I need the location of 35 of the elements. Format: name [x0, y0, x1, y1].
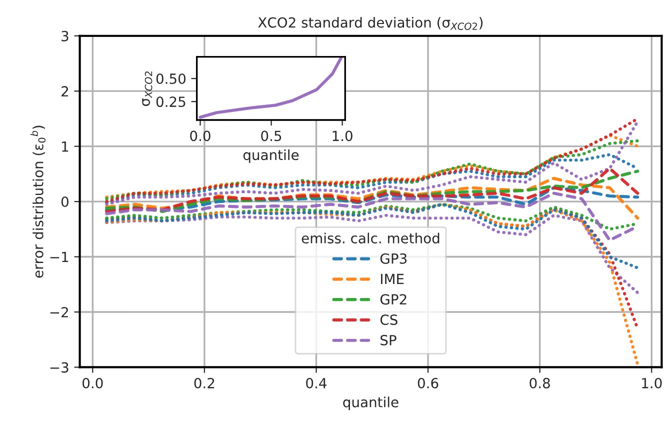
line-series [105, 214, 640, 294]
line-series [105, 202, 640, 270]
legend-label: CS [380, 314, 398, 326]
x-tick-label: 0.4 [306, 378, 327, 388]
x-tick-label: 0.6 [418, 378, 438, 388]
x-tick-label: 1.0 [332, 130, 352, 142]
y-tick-label: 1 [62, 141, 68, 152]
y-tick-label: 0.25 [156, 96, 186, 108]
x-tick-label: 1.0 [642, 378, 662, 388]
line-series [198, 56, 342, 119]
y-tick-label: −2 [50, 306, 68, 318]
y-axis-title: σ$_{XCO2}$ [142, 71, 152, 106]
x-tick-label: 0.0 [82, 378, 103, 388]
x-axis-title: quantile [343, 396, 398, 410]
y-tick-label: −3 [50, 362, 68, 373]
chart-title: XCO2 standard deviation (σ$_{XCO2}$) [258, 16, 483, 30]
y-tick-label: 0.50 [156, 74, 186, 84]
y-axis-title: error distribution (ε$_{0}$$^{b}$) [30, 126, 46, 278]
legend-label: IME [381, 274, 404, 284]
x-tick-label: 0.8 [530, 378, 550, 388]
line-series [105, 186, 640, 212]
x-tick-label: 0.0 [190, 130, 210, 142]
x-axis-title: quantile [243, 149, 299, 163]
x-tick-label: 0.2 [194, 378, 214, 388]
y-tick-label: 0 [61, 196, 68, 208]
legend-label: GP2 [380, 294, 406, 305]
legend-title: emiss. calc. method [302, 232, 440, 244]
legend-label: SP [380, 334, 396, 346]
y-tick-label: 2 [62, 86, 68, 96]
legend-label: GP3 [380, 253, 407, 264]
y-tick-label: 3 [62, 30, 68, 42]
line-series [105, 176, 640, 220]
x-tick-label: 0.5 [261, 130, 282, 142]
line-series [105, 202, 640, 366]
y-tick-label: −1 [50, 252, 68, 262]
